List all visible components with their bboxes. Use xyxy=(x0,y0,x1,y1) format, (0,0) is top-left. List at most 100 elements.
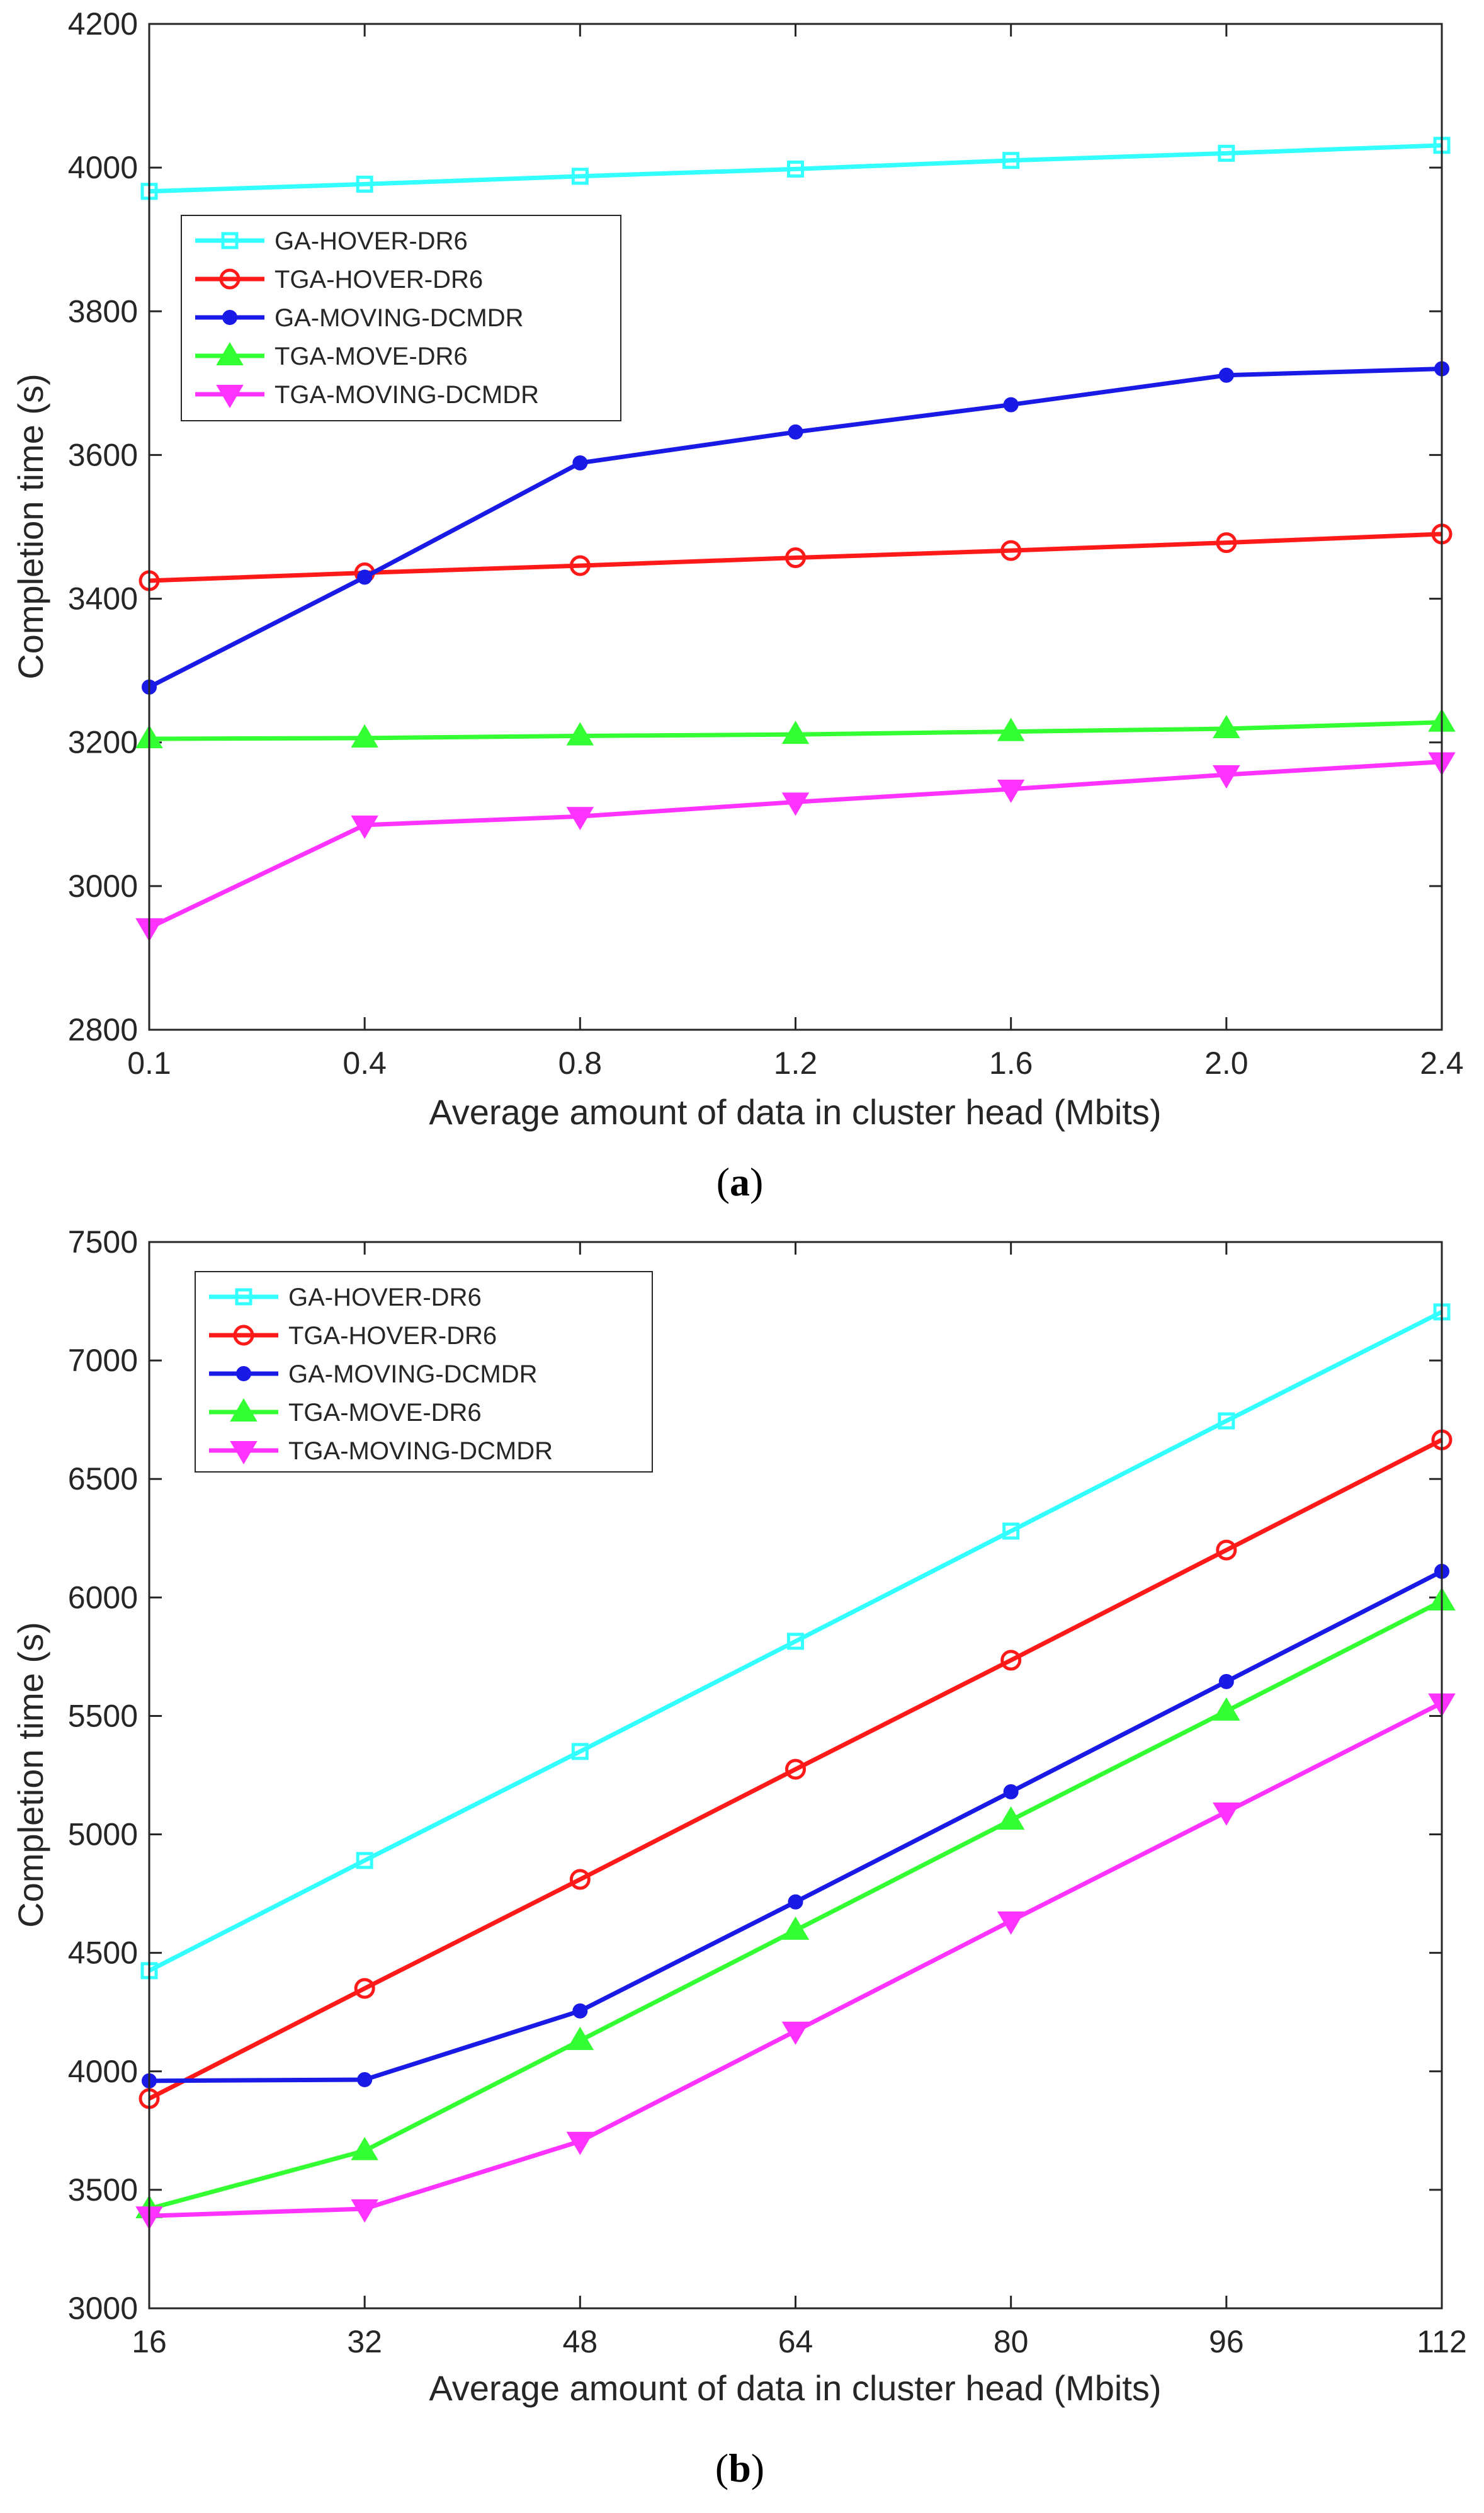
y-tick-label-b-3: 4500 xyxy=(68,1935,138,1971)
legend-marker-a-4 xyxy=(216,385,244,408)
legend-label-a-4: TGA-MOVING-DCMDR xyxy=(275,381,539,409)
legend-b: GA-HOVER-DR6 TGA-HOVER-DR6 GA-MOVING-DCMDR… xyxy=(195,1271,653,1473)
data-point-b-0-5 xyxy=(1218,1412,1235,1430)
y-axis-label-a: Completion time (s) xyxy=(11,373,50,679)
data-point-a-1-4 xyxy=(1000,540,1022,561)
data-point-b-0-2 xyxy=(571,1743,589,1760)
series-line-a-0 xyxy=(149,143,1442,194)
data-point-b-0-1 xyxy=(356,1852,373,1869)
data-point-a-1-5 xyxy=(1216,532,1237,554)
data-point-b-2-1 xyxy=(357,2071,373,2087)
chart-panel-b: 3000 3500 4000 4500 5000 5500 6000 6500 7000 7500… xyxy=(11,1224,1467,2490)
axes-box-b xyxy=(148,1241,1443,2310)
data-point-a-3-5 xyxy=(1213,715,1240,739)
y-tick-label-a-0: 2800 xyxy=(68,1012,138,1047)
y-tick-label-a-6: 4000 xyxy=(68,150,138,185)
data-point-a-4-1 xyxy=(351,815,378,839)
data-point-b-4-2 xyxy=(566,2131,594,2155)
data-point-b-3-5 xyxy=(1213,1697,1240,1721)
y-tick-label-a-5: 3800 xyxy=(68,293,138,329)
data-point-b-1-3 xyxy=(785,1758,806,1780)
y-axis-label-b: Completion time (s) xyxy=(11,1622,50,1927)
data-point-a-2-5 xyxy=(1218,367,1234,383)
data-point-b-3-3 xyxy=(781,1916,810,1940)
x-tick-label-a-0: 0.1 xyxy=(127,1046,171,1081)
series-line-b-0 xyxy=(148,1309,1443,1973)
data-point-b-2-4 xyxy=(1003,1784,1019,1799)
legend-marker-b-3 xyxy=(230,1398,258,1422)
axes-box-a xyxy=(148,23,1443,1031)
y-tick-label-a-2: 3200 xyxy=(68,725,138,760)
series-b-4 xyxy=(135,1693,1456,2230)
y-tick-label-b-6: 6000 xyxy=(68,1580,138,1615)
x-tick-label-b-2: 48 xyxy=(563,2324,598,2359)
data-point-b-3-4 xyxy=(997,1806,1025,1830)
y-tick-label-a-1: 3000 xyxy=(68,869,138,904)
data-point-a-1-2 xyxy=(569,555,591,576)
caption-a: (a) xyxy=(717,1160,764,1204)
data-point-a-4-3 xyxy=(781,792,810,816)
data-point-b-2-2 xyxy=(572,2003,588,2019)
data-point-b-0-3 xyxy=(787,1633,804,1650)
x-tick-label-b-6: 112 xyxy=(1417,2324,1467,2359)
y-tick-label-a-4: 3600 xyxy=(68,437,138,472)
legend-label-b-0: GA-HOVER-DR6 xyxy=(288,1284,482,1311)
legend-marker-a-0 xyxy=(221,232,239,249)
data-point-a-3-1 xyxy=(351,724,378,748)
x-tick-label-a-6: 2.4 xyxy=(1420,1046,1464,1081)
y-tick-label-b-5: 5500 xyxy=(68,1698,138,1733)
x-tick-label-b-4: 80 xyxy=(994,2324,1029,2359)
data-point-a-4-4 xyxy=(997,779,1025,803)
x-tick-label-a-4: 1.6 xyxy=(989,1046,1033,1081)
data-point-b-4-1 xyxy=(351,2199,378,2223)
data-point-b-3-2 xyxy=(566,2026,594,2050)
y-tick-label-b-0: 3000 xyxy=(68,2291,138,2326)
series-b-3 xyxy=(135,1587,1456,2218)
legend-marker-b-4 xyxy=(230,1441,258,1464)
data-point-b-4-5 xyxy=(1213,1802,1240,1826)
data-point-b-2-5 xyxy=(1218,1673,1234,1689)
data-point-a-2-1 xyxy=(357,569,373,585)
data-point-a-1-3 xyxy=(785,547,806,569)
data-point-b-2-3 xyxy=(788,1894,803,1910)
data-point-a-0-5 xyxy=(1218,144,1235,162)
legend-label-a-0: GA-HOVER-DR6 xyxy=(275,227,468,255)
data-point-b-1-1 xyxy=(354,1978,375,1999)
y-tick-label-a-3: 3400 xyxy=(68,581,138,617)
legend-marker-a-2 xyxy=(222,310,237,325)
data-point-a-0-2 xyxy=(571,168,589,185)
x-tick-label-b-0: 16 xyxy=(132,2324,167,2359)
data-point-b-1-5 xyxy=(1216,1539,1237,1561)
x-tick-label-b-5: 96 xyxy=(1209,2324,1244,2359)
legend-a: GA-HOVER-DR6 TGA-HOVER-DR6 GA-MOVING-DCMDR… xyxy=(181,215,621,421)
data-point-b-1-2 xyxy=(569,1869,591,1890)
legend-label-a-3: TGA-MOVE-DR6 xyxy=(275,343,468,370)
caption-b: (b) xyxy=(715,2446,764,2490)
legend-marker-b-0 xyxy=(235,1288,252,1306)
data-point-a-3-4 xyxy=(997,717,1025,741)
y-tick-label-b-4: 5000 xyxy=(68,1817,138,1852)
x-axis-label-a: Average amount of data in cluster head (… xyxy=(429,1092,1161,1132)
data-point-a-4-2 xyxy=(566,807,594,831)
legend-marker-b-2 xyxy=(236,1366,251,1381)
data-point-b-4-3 xyxy=(781,2021,810,2045)
data-point-a-4-5 xyxy=(1213,765,1240,789)
data-point-a-3-2 xyxy=(566,722,594,746)
caption-letter-a: a xyxy=(730,1160,750,1204)
legend-marker-b-1 xyxy=(233,1325,254,1346)
x-tick-label-b-1: 32 xyxy=(347,2324,382,2359)
data-point-a-3-3 xyxy=(781,721,810,744)
x-tick-label-a-5: 2.0 xyxy=(1204,1046,1249,1081)
data-point-a-0-4 xyxy=(1002,152,1020,169)
data-point-a-0-1 xyxy=(356,175,373,193)
data-point-a-0-3 xyxy=(787,160,804,178)
data-point-b-4-4 xyxy=(997,1911,1025,1935)
data-point-a-2-2 xyxy=(572,455,588,470)
x-tick-label-a-3: 1.2 xyxy=(774,1046,818,1081)
series-line-b-1 xyxy=(148,1438,1443,2101)
legend-label-b-2: GA-MOVING-DCMDR xyxy=(288,1360,538,1388)
caption-letter-b: b xyxy=(728,2446,751,2490)
y-tick-label-b-1: 3500 xyxy=(68,2172,138,2208)
legend-label-b-1: TGA-HOVER-DR6 xyxy=(288,1322,497,1350)
